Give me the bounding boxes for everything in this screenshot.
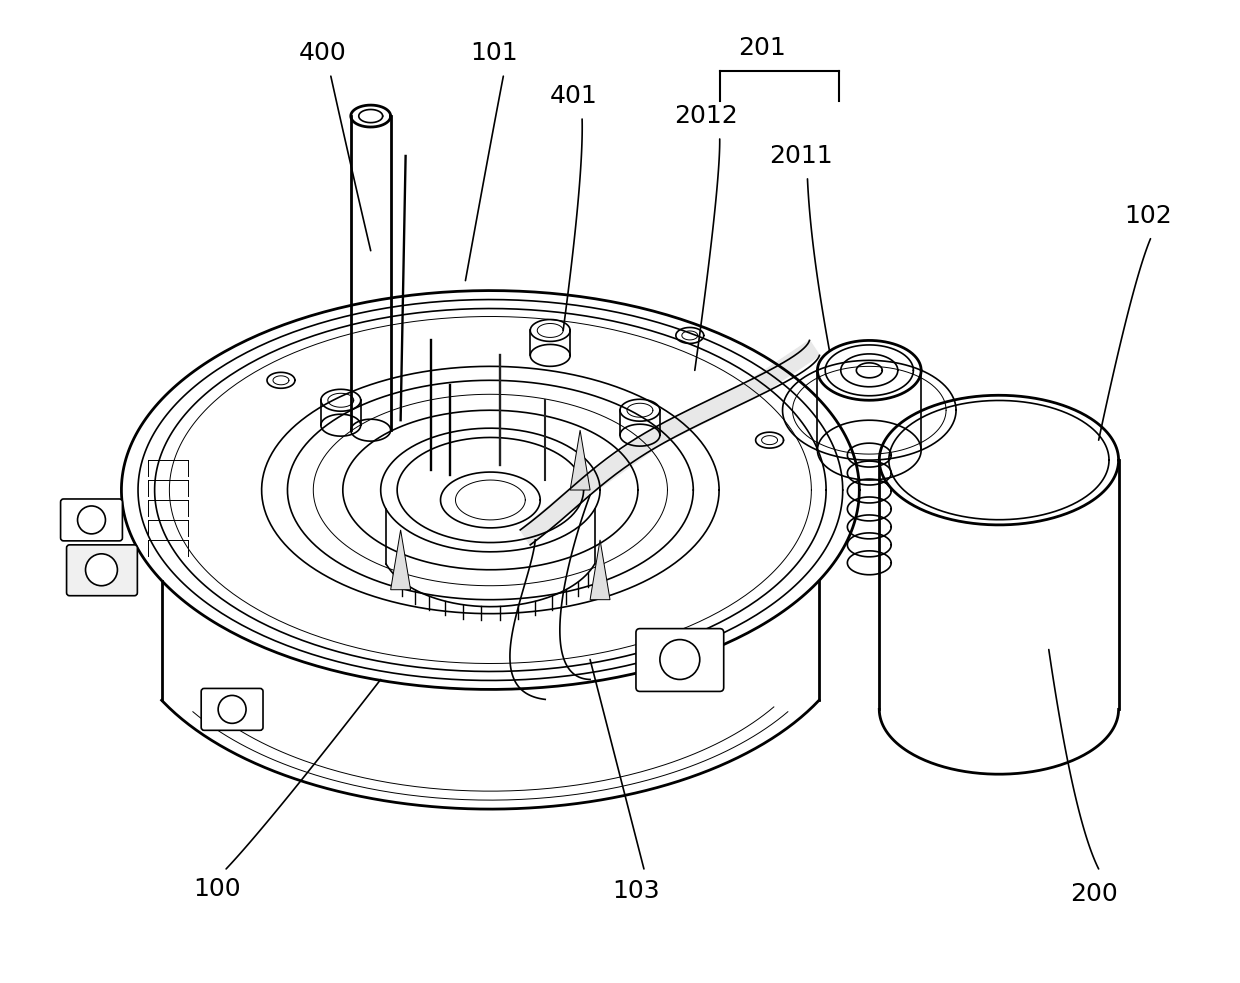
Circle shape [86, 553, 118, 586]
FancyBboxPatch shape [636, 628, 724, 691]
Circle shape [660, 640, 699, 679]
Text: 2012: 2012 [673, 104, 738, 128]
Text: 200: 200 [1070, 882, 1117, 906]
FancyBboxPatch shape [67, 545, 138, 596]
Polygon shape [590, 540, 610, 600]
Text: 401: 401 [549, 85, 596, 108]
Text: 201: 201 [738, 36, 785, 60]
Text: 100: 100 [193, 877, 241, 900]
Text: 103: 103 [613, 879, 660, 902]
Polygon shape [521, 340, 820, 545]
Text: 2011: 2011 [769, 144, 832, 168]
FancyBboxPatch shape [201, 688, 263, 730]
FancyBboxPatch shape [61, 499, 123, 541]
Text: 102: 102 [1125, 203, 1172, 228]
Text: 400: 400 [299, 41, 347, 65]
Text: 101: 101 [470, 41, 518, 65]
Polygon shape [391, 530, 410, 590]
Polygon shape [570, 431, 590, 490]
Circle shape [78, 506, 105, 534]
Circle shape [218, 695, 246, 723]
